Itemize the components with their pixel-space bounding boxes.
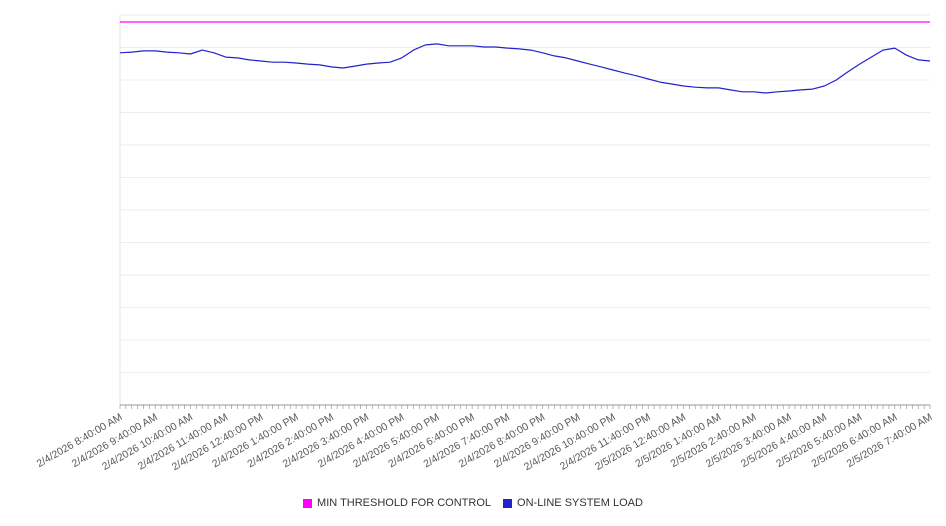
legend-label: MIN THRESHOLD FOR CONTROL <box>317 497 492 509</box>
legend-item-min-threshold[interactable]: MIN THRESHOLD FOR CONTROL <box>303 497 491 509</box>
legend: MIN THRESHOLD FOR CONTROL ON-LINE SYSTEM… <box>0 497 946 509</box>
legend-swatch <box>303 498 313 508</box>
legend-label: ON-LINE SYSTEM LOAD <box>517 497 643 509</box>
legend-item-system-load[interactable]: ON-LINE SYSTEM LOAD <box>503 497 643 509</box>
load-line <box>119 43 931 94</box>
legend-swatch <box>503 498 513 508</box>
